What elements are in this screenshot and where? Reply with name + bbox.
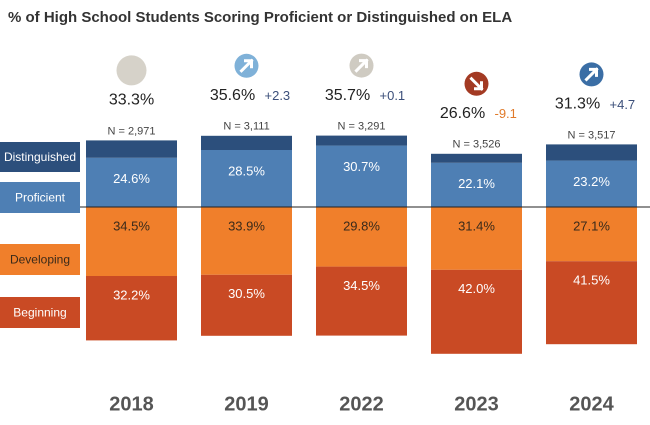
value-label: 32.2% — [113, 287, 150, 302]
value-label: 30.5% — [228, 286, 265, 301]
bar-segment — [86, 207, 177, 276]
legend-label: Distinguished — [4, 150, 76, 164]
indicator-arrow — [354, 58, 369, 73]
value-label: 27.1% — [573, 218, 610, 233]
value-label: 22.1% — [458, 176, 495, 191]
legend-swatch — [0, 142, 80, 172]
total-label: 26.6% — [440, 105, 485, 122]
legend-swatch — [0, 297, 80, 328]
n-label: N = 3,517 — [567, 129, 615, 141]
bar-segment — [86, 157, 177, 207]
n-label: N = 3,291 — [337, 121, 385, 133]
value-label: 33.9% — [228, 218, 265, 233]
bar-segment — [201, 274, 292, 336]
total-label: 31.3% — [555, 96, 600, 113]
value-label: 30.7% — [343, 159, 380, 174]
value-label: 29.8% — [343, 218, 380, 233]
value-label: 28.5% — [228, 163, 265, 178]
change-indicator — [116, 55, 147, 86]
n-label: N = 2,971 — [107, 125, 155, 137]
x-tick-label: 2024 — [569, 393, 614, 415]
value-label: 42.0% — [458, 281, 495, 296]
change-label: +4.7 — [610, 97, 636, 112]
change-label: +0.1 — [380, 88, 406, 103]
value-label: 34.5% — [343, 278, 380, 293]
legend-label: Proficient — [15, 191, 66, 205]
bar-segment — [201, 135, 292, 150]
legend-swatch — [0, 182, 80, 213]
change-label: +2.3 — [265, 88, 291, 103]
bar-segment — [431, 207, 522, 270]
bar-segment — [546, 160, 637, 207]
value-label: 41.5% — [573, 273, 610, 288]
bar-segment — [86, 276, 177, 341]
value-label: 24.6% — [113, 171, 150, 186]
x-tick-label: 2023 — [454, 393, 499, 415]
indicator-arrow — [584, 67, 599, 82]
n-label: N = 3,526 — [452, 139, 500, 151]
bar-segment — [431, 269, 522, 354]
chart-title: % of High School Students Scoring Profic… — [8, 9, 512, 26]
legend-label: Developing — [10, 253, 70, 267]
x-tick-label: 2022 — [339, 393, 384, 415]
n-label: N = 3,111 — [223, 121, 269, 133]
indicator-arrow — [239, 58, 254, 73]
indicator-arrow — [469, 76, 484, 91]
bar-segment — [201, 207, 292, 275]
x-tick-label: 2019 — [224, 393, 269, 415]
bar-segment — [546, 144, 637, 161]
bar-segment — [316, 266, 407, 336]
bar-segment — [201, 150, 292, 207]
bar-segment — [316, 135, 407, 146]
total-label: 35.6% — [210, 87, 255, 104]
legend-label: Beginning — [13, 306, 66, 320]
bar-segment — [431, 162, 522, 207]
change-label: -9.1 — [495, 106, 517, 121]
bar-segment — [431, 153, 522, 163]
bar-segment — [546, 207, 637, 262]
value-label: 34.5% — [113, 218, 150, 233]
total-label: 35.7% — [325, 87, 370, 104]
legend-swatch — [0, 244, 80, 275]
bar-segment — [86, 140, 177, 158]
bar-segment — [316, 207, 407, 267]
value-label: 31.4% — [458, 218, 495, 233]
bar-segment — [546, 261, 637, 345]
x-tick-label: 2018 — [109, 393, 154, 415]
bar-segment — [316, 145, 407, 207]
total-label: 33.3% — [109, 92, 154, 109]
value-label: 23.2% — [573, 174, 610, 189]
